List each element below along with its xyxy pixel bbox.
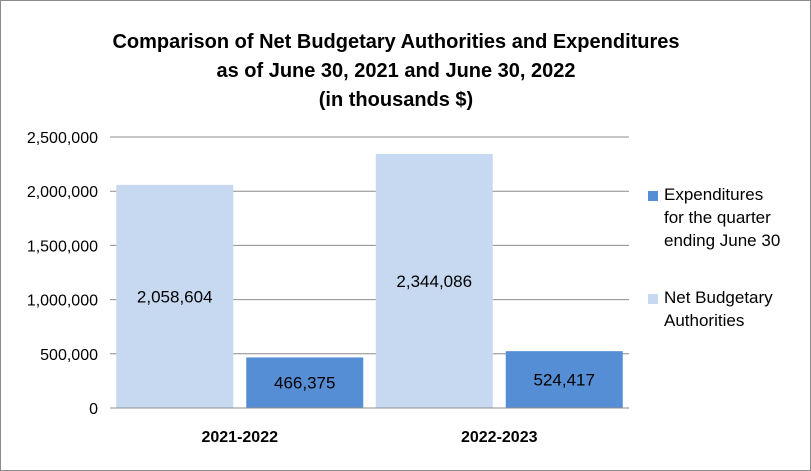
bar <box>505 351 623 408</box>
legend-item-net-budgetary-authorities: Net Budgetary Authorities <box>648 286 808 332</box>
y-tick-label: 2,000,000 <box>27 184 98 201</box>
y-tick-label: 500,000 <box>40 347 98 364</box>
data-label: 2,058,604 <box>137 287 213 306</box>
chart-title-line-1: Comparison of Net Budgetary Authorities … <box>112 31 680 53</box>
data-label: 466,375 <box>274 374 335 393</box>
chart-title: Comparison of Net Budgetary Authorities … <box>41 28 751 115</box>
legend-swatch-expenditures <box>648 191 658 201</box>
chart-title-line-3: (in thousands $) <box>318 89 474 111</box>
legend-label-expenditures-line-3: ending June 30 <box>664 231 781 250</box>
bar <box>246 357 364 408</box>
data-label: 524,417 <box>534 371 595 390</box>
legend-item-expenditures: Expenditures for the quarter ending June… <box>648 183 808 252</box>
legend-label-expenditures-line-1: Expenditures <box>664 185 764 204</box>
category-label: 2022-2023 <box>461 429 538 446</box>
legend-label-expenditures-line-2: for the quarter <box>664 208 771 227</box>
legend-swatch-net-budgetary-authorities <box>648 294 658 304</box>
y-tick-label: 0 <box>89 401 98 418</box>
data-label: 2,344,086 <box>396 272 472 291</box>
chart-legend: Expenditures for the quarter ending June… <box>648 183 808 366</box>
legend-label-net-budgetary-line-1: Net Budgetary <box>664 288 773 307</box>
y-tick-label: 2,500,000 <box>27 130 98 147</box>
bar <box>116 184 234 408</box>
y-tick-label: 1,000,000 <box>27 293 98 310</box>
legend-label-net-budgetary-line-2: Authorities <box>664 311 745 330</box>
y-tick-label: 1,500,000 <box>27 238 98 255</box>
category-label: 2021-2022 <box>201 429 278 446</box>
chart-title-line-2: as of June 30, 2021 and June 30, 2022 <box>216 60 576 82</box>
bar <box>375 153 493 408</box>
